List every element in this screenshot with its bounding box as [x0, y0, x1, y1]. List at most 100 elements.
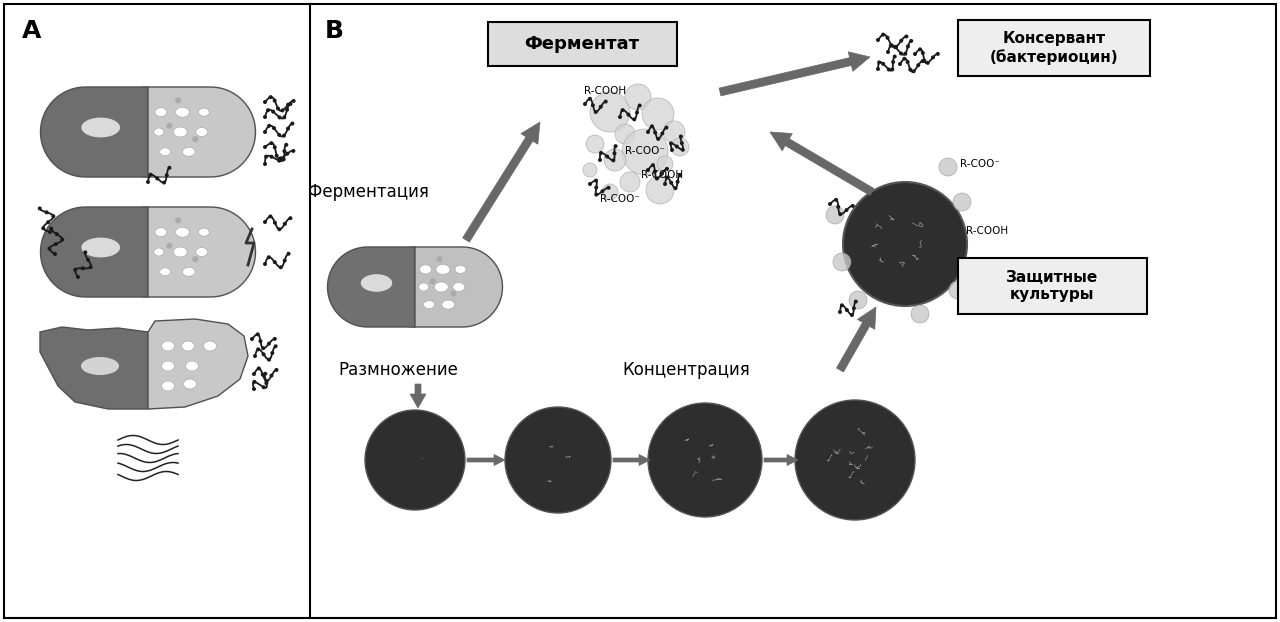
Text: Защитные
культуры: Защитные культуры [1006, 270, 1098, 302]
Ellipse shape [183, 379, 197, 389]
Circle shape [974, 278, 978, 282]
Circle shape [605, 154, 609, 159]
Circle shape [954, 193, 972, 211]
Circle shape [664, 167, 669, 171]
Circle shape [626, 113, 630, 116]
Polygon shape [328, 247, 415, 327]
Text: Концентрация: Концентрация [622, 361, 750, 379]
Circle shape [269, 95, 273, 99]
Circle shape [276, 106, 280, 111]
Circle shape [590, 92, 630, 132]
Polygon shape [102, 207, 148, 297]
Circle shape [604, 149, 626, 171]
Circle shape [283, 115, 287, 119]
Circle shape [660, 131, 664, 136]
Circle shape [663, 182, 667, 186]
Ellipse shape [81, 357, 119, 375]
Circle shape [55, 232, 59, 236]
Circle shape [888, 44, 893, 47]
Ellipse shape [154, 128, 164, 136]
Ellipse shape [154, 248, 164, 256]
Circle shape [54, 242, 58, 246]
Circle shape [269, 215, 273, 218]
Ellipse shape [82, 118, 120, 137]
Text: R-COO⁻: R-COO⁻ [600, 194, 640, 204]
Ellipse shape [161, 361, 174, 371]
Ellipse shape [454, 266, 466, 274]
Polygon shape [719, 52, 870, 96]
Circle shape [621, 108, 625, 112]
Circle shape [278, 116, 282, 119]
Circle shape [887, 68, 891, 72]
Circle shape [594, 110, 598, 114]
Ellipse shape [155, 228, 166, 237]
Circle shape [47, 246, 51, 251]
Circle shape [969, 283, 973, 287]
Circle shape [285, 152, 289, 156]
Circle shape [854, 300, 858, 304]
Circle shape [594, 193, 598, 197]
Ellipse shape [161, 381, 174, 391]
Circle shape [876, 38, 881, 42]
Circle shape [646, 130, 650, 134]
Circle shape [256, 332, 260, 337]
Circle shape [936, 52, 940, 56]
Circle shape [287, 103, 291, 107]
Circle shape [632, 118, 636, 121]
Circle shape [905, 34, 909, 39]
Ellipse shape [419, 283, 429, 291]
Text: Ферментация: Ферментация [307, 183, 429, 201]
Circle shape [81, 266, 84, 271]
Polygon shape [467, 455, 506, 465]
Circle shape [73, 267, 77, 272]
Circle shape [430, 279, 435, 284]
Circle shape [46, 220, 50, 225]
Circle shape [890, 44, 893, 47]
Polygon shape [771, 132, 874, 195]
Polygon shape [415, 247, 503, 327]
Circle shape [582, 163, 596, 177]
Circle shape [836, 205, 840, 209]
Circle shape [252, 380, 256, 384]
Circle shape [262, 262, 268, 266]
Circle shape [288, 102, 293, 106]
Circle shape [270, 374, 274, 378]
Circle shape [274, 344, 278, 348]
Circle shape [660, 172, 664, 176]
Circle shape [280, 108, 284, 113]
Circle shape [273, 99, 276, 103]
Circle shape [275, 154, 279, 157]
Circle shape [899, 52, 902, 55]
Circle shape [604, 100, 608, 104]
Text: R-COOH: R-COOH [641, 170, 684, 180]
Circle shape [279, 156, 283, 160]
Circle shape [256, 347, 260, 351]
Ellipse shape [204, 341, 216, 351]
Circle shape [838, 310, 842, 314]
Circle shape [166, 123, 173, 129]
Circle shape [268, 358, 271, 361]
Circle shape [165, 173, 169, 177]
Circle shape [795, 400, 915, 520]
Circle shape [264, 372, 268, 376]
Circle shape [923, 59, 927, 63]
Text: R-COOH: R-COOH [966, 226, 1009, 236]
Circle shape [278, 159, 282, 162]
Circle shape [148, 173, 152, 177]
Circle shape [146, 180, 150, 184]
Circle shape [86, 258, 90, 262]
Circle shape [51, 214, 55, 218]
Circle shape [891, 67, 895, 72]
Circle shape [614, 124, 635, 144]
Circle shape [287, 252, 291, 256]
Circle shape [909, 39, 913, 43]
Circle shape [192, 136, 198, 142]
Circle shape [845, 208, 849, 212]
Text: R-COOH: R-COOH [584, 86, 626, 96]
Circle shape [664, 126, 668, 129]
Circle shape [282, 157, 285, 161]
Circle shape [282, 134, 285, 137]
Circle shape [262, 100, 268, 104]
Circle shape [262, 115, 268, 119]
FancyBboxPatch shape [957, 20, 1149, 76]
